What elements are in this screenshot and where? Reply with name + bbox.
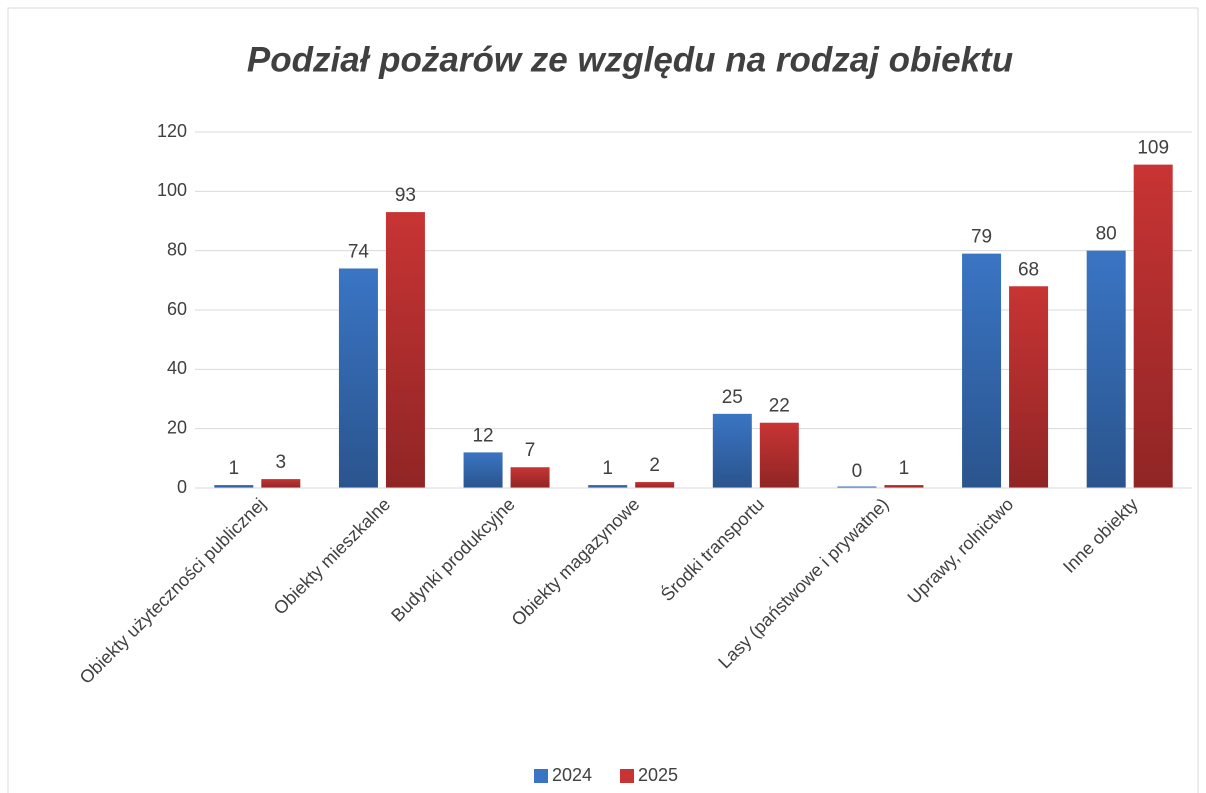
data-label: 68 — [1018, 259, 1039, 280]
bar — [385, 212, 425, 488]
data-label: 0 — [852, 461, 863, 482]
y-tick-label: 20 — [167, 417, 187, 437]
bar — [759, 422, 799, 488]
y-tick-label: 0 — [177, 477, 187, 497]
bar — [837, 486, 877, 488]
data-label: 3 — [276, 452, 287, 473]
legend-label: 2025 — [638, 765, 678, 785]
data-label: 74 — [348, 241, 370, 262]
data-label: 22 — [769, 396, 790, 417]
bar — [261, 479, 301, 488]
chart-title: Podział pożarów ze względu na rodzaj obi… — [247, 40, 1013, 79]
data-label: 7 — [525, 440, 536, 461]
bar — [635, 482, 675, 488]
data-label: 79 — [971, 227, 992, 248]
bar — [214, 485, 254, 488]
bar — [1133, 164, 1173, 488]
bar — [338, 268, 378, 488]
bar — [962, 253, 1002, 488]
bar — [712, 413, 752, 488]
y-tick-label: 40 — [167, 358, 187, 378]
bar — [463, 452, 503, 488]
data-label: 80 — [1096, 224, 1117, 245]
bar — [884, 485, 924, 488]
y-tick-label: 120 — [157, 121, 187, 141]
data-label: 12 — [472, 425, 493, 446]
bar — [510, 467, 550, 488]
bar — [1086, 250, 1126, 488]
y-tick-label: 80 — [167, 239, 187, 259]
data-label: 109 — [1137, 138, 1169, 159]
data-label: 2 — [649, 455, 660, 476]
data-label: 1 — [602, 458, 613, 479]
legend-label: 2024 — [552, 765, 592, 785]
y-tick-label: 100 — [157, 180, 187, 200]
y-tick-label: 60 — [167, 299, 187, 319]
data-label: 93 — [395, 185, 416, 206]
legend-swatch — [534, 769, 548, 783]
data-label: 25 — [722, 387, 743, 408]
data-label: 1 — [899, 458, 910, 479]
legend-swatch — [620, 769, 634, 783]
bar — [588, 485, 628, 488]
data-label: 1 — [229, 458, 240, 479]
bar — [1009, 286, 1049, 488]
